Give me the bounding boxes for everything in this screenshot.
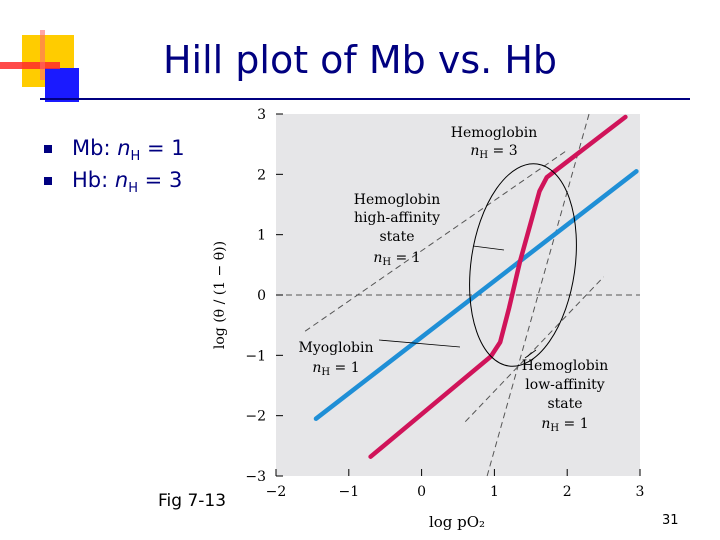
- y-tick-label: 3: [257, 107, 266, 123]
- bullet-n-symbol: n: [114, 168, 129, 192]
- x-axis-label: log pO₂: [429, 513, 485, 531]
- reference-lines: [276, 113, 640, 477]
- bullet-item-mb: Mb: nH = 1: [44, 132, 185, 164]
- bullet-n-subscript: H: [130, 149, 141, 165]
- annotation-mb-line1: Myoglobin: [299, 340, 374, 356]
- y-axis-ticks: 3 2 1 0 −1 −2 −3: [245, 107, 283, 485]
- y-tick-label: −1: [245, 348, 266, 364]
- x-tick-label: 1: [490, 484, 499, 500]
- leader-line-mb: [378, 339, 461, 348]
- annotation-hb-high-line1: Hemoglobin: [354, 192, 441, 208]
- x-tick-label: 2: [563, 484, 572, 500]
- y-tick-label: −3: [245, 469, 266, 485]
- reference-line-hemoglobin: [486, 113, 590, 477]
- reference-line-hemoglobin-high-affinity-state: [304, 149, 568, 332]
- hemoglobin-transition-ellipse: [469, 163, 577, 367]
- reference-line-hemoglobin-low-affinity-state: [464, 276, 604, 423]
- annotation-hb-top-nh: nH = 3: [470, 143, 517, 161]
- bullet-square-icon: [44, 145, 52, 153]
- y-tick-label: 0: [257, 288, 266, 304]
- x-axis-ticks: −2 −1 0 1 2 3: [266, 469, 645, 500]
- annotation-hb-low-line2: low-affinity: [525, 377, 605, 393]
- bullet-value: = 1: [147, 136, 185, 160]
- y-tick-label: 1: [257, 228, 266, 244]
- figure-caption: Fig 7-13: [158, 491, 227, 511]
- series-lines: [313, 114, 639, 459]
- leader-line-hb-high: [472, 245, 505, 251]
- deco-red-bar: [0, 62, 60, 69]
- leader-line-hb-low: [524, 349, 537, 359]
- annotation-hb-top-line1: Hemoglobin: [451, 125, 538, 141]
- x-tick-label: −2: [266, 484, 287, 500]
- annotation-hb-low-line3: state: [547, 396, 582, 412]
- annotation-mb-nh: nH = 1: [312, 360, 359, 378]
- series-line-hemoglobin: [368, 114, 628, 459]
- x-tick-label: 3: [636, 484, 645, 500]
- bullet-value: = 3: [144, 168, 183, 192]
- corner-decoration: [0, 0, 110, 110]
- slide-title: Hill plot of Mb vs. Hb: [162, 38, 558, 82]
- bullet-list: Mb: nH = 1 Hb: nH = 3: [44, 132, 185, 196]
- bullet-square-icon: [44, 177, 52, 185]
- deco-blue-square: [45, 68, 79, 102]
- deco-red-vertical: [40, 30, 45, 80]
- x-tick-label: −1: [338, 484, 359, 500]
- annotation-hb-low-nh: nH = 1: [541, 416, 588, 434]
- bullet-item-hb: Hb: nH = 3: [44, 164, 185, 196]
- x-tick-label: 0: [417, 484, 426, 500]
- y-tick-label: 2: [257, 167, 266, 183]
- bullet-species: Hb: [72, 168, 102, 192]
- bullet-species: Mb: [72, 136, 104, 160]
- y-tick-label: −2: [245, 409, 266, 425]
- bullet-n-subscript: H: [128, 181, 138, 197]
- title-divider: [40, 98, 690, 100]
- page-number: 31: [662, 513, 679, 528]
- y-axis-label: log (θ / (1 − θ)): [212, 241, 228, 349]
- annotation-hb-high-line3: state: [379, 229, 414, 245]
- annotation-hb-low-line1: Hemoglobin: [522, 358, 609, 374]
- bullet-n-symbol: n: [117, 136, 131, 160]
- annotation-hb-high-line2: high-affinity: [354, 210, 440, 226]
- annotation-hb-high-nh: nH = 1: [373, 250, 420, 268]
- series-line-myoglobin: [313, 169, 639, 421]
